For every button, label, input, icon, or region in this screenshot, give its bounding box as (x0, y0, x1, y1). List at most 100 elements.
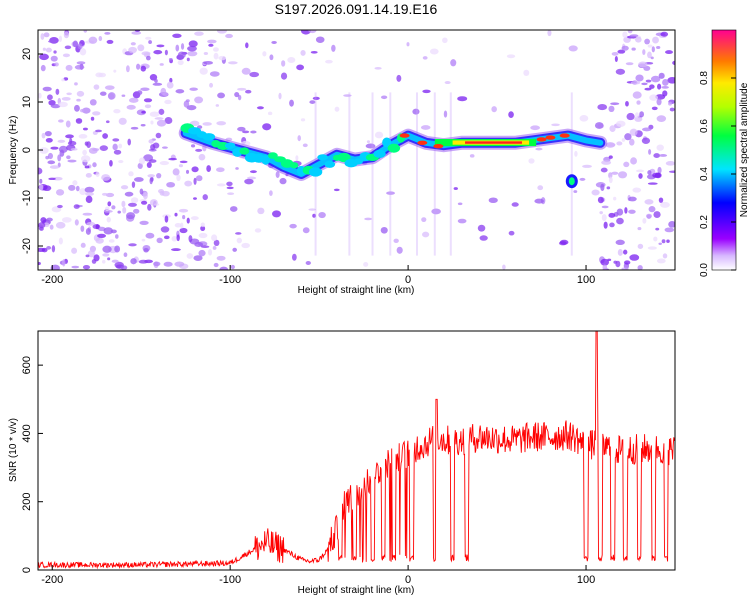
noise-speck (603, 221, 608, 229)
noise-speck (477, 224, 486, 232)
noise-speck (124, 191, 134, 197)
noise-speck (308, 30, 317, 34)
noise-speck (121, 94, 126, 97)
noise-speck (623, 249, 628, 255)
noise-speck (66, 92, 72, 96)
heatmap-ridge (178, 123, 608, 189)
noise-speck (73, 204, 80, 209)
noise-speck (443, 110, 448, 118)
colorbar-tick-label: 0.4 (699, 167, 710, 181)
noise-speck (67, 159, 77, 163)
noise-speck (145, 36, 152, 40)
x-tick-label: -200 (41, 274, 63, 286)
noise-speck (46, 246, 52, 250)
noise-speck (363, 262, 369, 267)
noise-speck (608, 105, 615, 113)
y-tick-label: -10 (21, 190, 33, 206)
noise-speck (616, 217, 624, 225)
heatmap-y-axis: -20 -10 0 10 20 (21, 48, 43, 254)
noise-speck (128, 243, 137, 247)
noise-speck (80, 242, 86, 248)
noise-speck (664, 227, 675, 233)
noise-speck (86, 221, 96, 226)
noise-speck (104, 32, 111, 35)
noise-speck (195, 148, 203, 152)
noise-speck (209, 82, 214, 88)
snr-y-label: SNR (10 * v/v) (8, 418, 19, 482)
noise-speck (651, 106, 658, 111)
noise-speck (508, 230, 515, 236)
noise-speck (198, 153, 206, 161)
noise-streak (348, 92, 351, 256)
noise-speck (166, 81, 174, 89)
noise-streak (433, 92, 436, 256)
noise-speck (660, 31, 669, 37)
noise-speck (444, 81, 451, 85)
noise-speck (574, 150, 578, 157)
noise-speck (296, 64, 304, 71)
noise-speck (76, 98, 81, 102)
noise-speck (84, 186, 95, 193)
noise-speck (624, 133, 632, 141)
noise-speck (74, 104, 80, 112)
noise-speck (148, 159, 157, 163)
noise-speck (186, 253, 194, 259)
noise-speck (207, 249, 213, 256)
ridge-blob (373, 149, 386, 158)
y-tick-label: 600 (21, 356, 33, 374)
noise-speck (130, 197, 139, 204)
noise-speck (156, 172, 162, 179)
noise-speck (601, 214, 607, 222)
ridge-blob (290, 162, 299, 169)
noise-speck (74, 219, 79, 226)
noise-speck (44, 130, 52, 137)
noise-speck (644, 38, 650, 45)
noise-speck (600, 183, 605, 192)
noise-speck (156, 119, 167, 127)
noise-speck (107, 201, 112, 207)
noise-speck (47, 94, 53, 101)
noise-speck (600, 167, 608, 173)
noise-speck (76, 90, 85, 97)
noise-speck (218, 55, 227, 61)
noise-speck (442, 37, 448, 44)
noise-speck (216, 167, 225, 173)
noise-speck (597, 196, 604, 204)
noise-speck (650, 75, 661, 83)
noise-speck (421, 217, 427, 223)
noise-speck (225, 33, 233, 39)
noise-speck (169, 77, 173, 83)
noise-speck (635, 74, 644, 82)
noise-speck (262, 51, 267, 57)
noise-speck (422, 56, 428, 60)
noise-speck (667, 76, 675, 84)
noise-speck (194, 96, 204, 104)
noise-speck (95, 171, 100, 177)
noise-speck (194, 242, 204, 247)
noise-speck (488, 197, 498, 204)
noise-speck (113, 109, 121, 114)
noise-speck (271, 40, 277, 44)
noise-speck (672, 60, 675, 66)
noise-speck (193, 197, 197, 200)
noise-speck (655, 227, 660, 231)
noise-speck (245, 42, 249, 49)
noise-speck (216, 183, 226, 187)
noise-speck (211, 234, 218, 242)
noise-speck (635, 36, 642, 43)
noise-speck (386, 191, 396, 195)
x-tick-label: -100 (219, 574, 241, 586)
noise-speck (159, 63, 164, 66)
noise-speck (666, 239, 670, 243)
noise-speck (138, 259, 148, 264)
noise-speck (99, 91, 107, 96)
noise-speck (39, 147, 49, 154)
colorbar: 0.0 0.2 0.4 0.6 0.8 Normalized spectral ampl… (699, 29, 750, 277)
noise-speck (170, 248, 181, 252)
noise-speck (137, 162, 143, 170)
noise-speck (104, 85, 115, 90)
noise-speck (131, 181, 136, 188)
noise-speck (203, 61, 213, 65)
noise-speck (656, 98, 662, 106)
noise-streak (389, 92, 392, 256)
